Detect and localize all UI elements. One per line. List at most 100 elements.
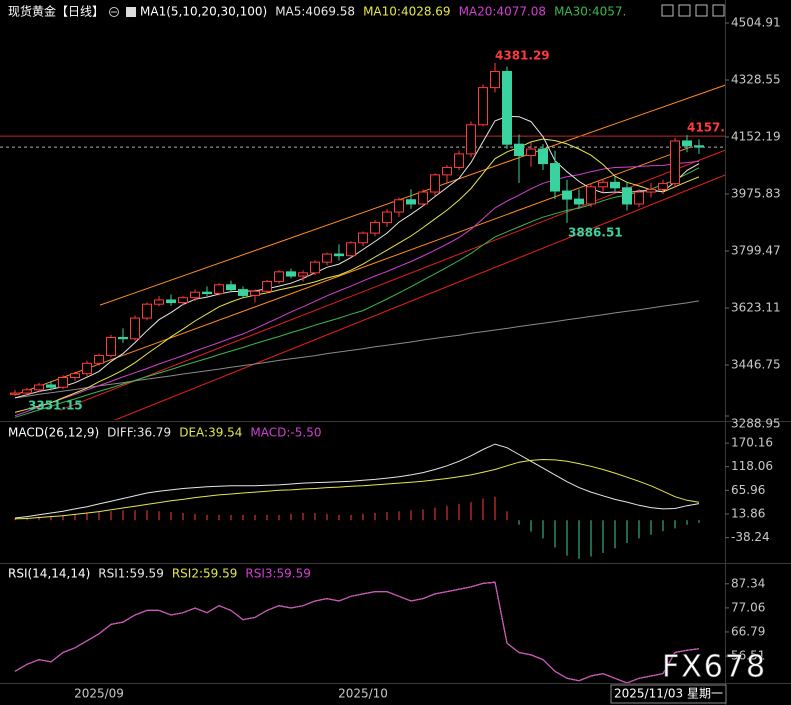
candle-body (454, 153, 464, 168)
candle-body (430, 174, 440, 193)
trend-line (14, 146, 691, 396)
legend-label: MA10:4028.69 (363, 5, 451, 19)
moving-average-line (14, 138, 700, 413)
indicator-line (14, 458, 700, 520)
candle-body (442, 166, 452, 176)
candle-body (94, 355, 104, 364)
x-tick-label: 2025/09 (74, 687, 124, 701)
candle-body (490, 70, 500, 89)
candle-body (586, 186, 596, 205)
legend-label: MA5:4069.58 (275, 5, 355, 19)
candle-body (322, 253, 332, 263)
y-tick-label: 3975.83 (731, 187, 781, 201)
price-annotation: 3351.15 (28, 398, 83, 412)
toolbar-icons (661, 4, 725, 17)
candle-body (418, 191, 428, 205)
legend-label: RSI1:59.59 (98, 567, 164, 581)
candle-body (106, 336, 116, 357)
candle-body (670, 140, 680, 185)
y-tick-label: 13.86 (731, 506, 765, 520)
candle-body (646, 188, 656, 193)
candle-body (250, 290, 260, 296)
indicator-label: MA1(5,10,20,30,100) (140, 5, 267, 19)
candle-body (70, 373, 80, 379)
indicator-line (14, 443, 700, 519)
candle-body (130, 317, 140, 340)
candle-body (82, 362, 92, 375)
plot-area (14, 581, 700, 683)
toolbar-icon[interactable] (678, 4, 691, 17)
candle-body (502, 70, 512, 145)
legend-label: RSI3:59.59 (245, 567, 311, 581)
price-annotation: 4157.96 (687, 121, 742, 135)
candle-body (514, 143, 524, 156)
y-tick-label: 118.06 (731, 459, 773, 473)
candle-body (358, 232, 368, 244)
candle-body (346, 242, 356, 257)
candle-body (478, 87, 488, 126)
y-tick-label: -38.24 (731, 530, 770, 544)
moving-average-line (14, 115, 700, 399)
legend-label: MA30:4057. (554, 5, 626, 19)
candle-body (142, 303, 152, 319)
panel-title: MACD(26,12,9) (8, 426, 99, 440)
candle-body (550, 163, 560, 192)
candle-body (178, 297, 188, 304)
y-tick-label: 3446.75 (731, 358, 781, 372)
toolbar-icon[interactable] (695, 4, 708, 17)
candle-body (562, 190, 572, 200)
candle-body (154, 299, 164, 305)
legend-label: DEA:39.54 (179, 426, 242, 440)
y-tick-label: 66.79 (731, 624, 765, 638)
moving-average-line (14, 167, 700, 418)
plot-area (14, 443, 700, 559)
moving-average-line (14, 160, 700, 417)
watermark: FX678 (662, 650, 767, 685)
cursor-date-label: 2025/11/03 星期一 (614, 687, 723, 701)
candle-body (406, 199, 416, 205)
candle-body (370, 221, 380, 234)
candle-body (10, 392, 20, 395)
collapse-icon (109, 7, 120, 17)
indicator-icon (126, 7, 137, 17)
candle-body (262, 281, 272, 292)
candle-body (394, 199, 404, 213)
plot-area: 4381.29 3351.15 3886.51 4157.96 (0, 48, 742, 420)
candle-body (610, 181, 620, 189)
candle-body (34, 384, 44, 391)
trend-line (113, 174, 725, 420)
candle-body (46, 384, 56, 388)
y-tick-label: 4328.55 (731, 73, 781, 87)
panel-title: RSI(14,14,14) (8, 567, 90, 581)
y-tick-label: 4152.19 (731, 130, 781, 144)
candle-body (574, 198, 584, 205)
legend-label: DIFF:36.79 (107, 426, 171, 440)
cursor-date-box (610, 684, 727, 704)
y-tick-label: 4504.91 (731, 16, 781, 30)
x-tick-label: 2025/10 (338, 687, 388, 701)
legend-label: MACD:-5.50 (250, 426, 321, 440)
y-tick-label: 170.16 (731, 436, 773, 450)
toolbar-icon[interactable] (661, 4, 674, 17)
candle-body (334, 253, 344, 257)
y-tick-label: 77.06 (731, 600, 765, 614)
candle-body (526, 148, 536, 156)
y-tick-label: 56.51 (731, 649, 765, 663)
candle-body (238, 289, 248, 296)
candle-body (226, 284, 236, 291)
y-tick-label: 3799.47 (731, 244, 781, 258)
candle-body (202, 291, 212, 295)
candle-body (58, 377, 68, 388)
candle-body (298, 272, 308, 277)
candle-body (166, 299, 176, 304)
indicator-line (14, 581, 700, 683)
legend-label: MA20:4077.08 (459, 5, 547, 19)
candle-body (694, 145, 704, 148)
candle-body (214, 284, 224, 295)
toolbar-icon[interactable] (712, 4, 725, 17)
candle-body (466, 124, 476, 155)
candle-body (22, 389, 32, 394)
candle-body (118, 336, 128, 340)
candle-body (538, 148, 548, 165)
